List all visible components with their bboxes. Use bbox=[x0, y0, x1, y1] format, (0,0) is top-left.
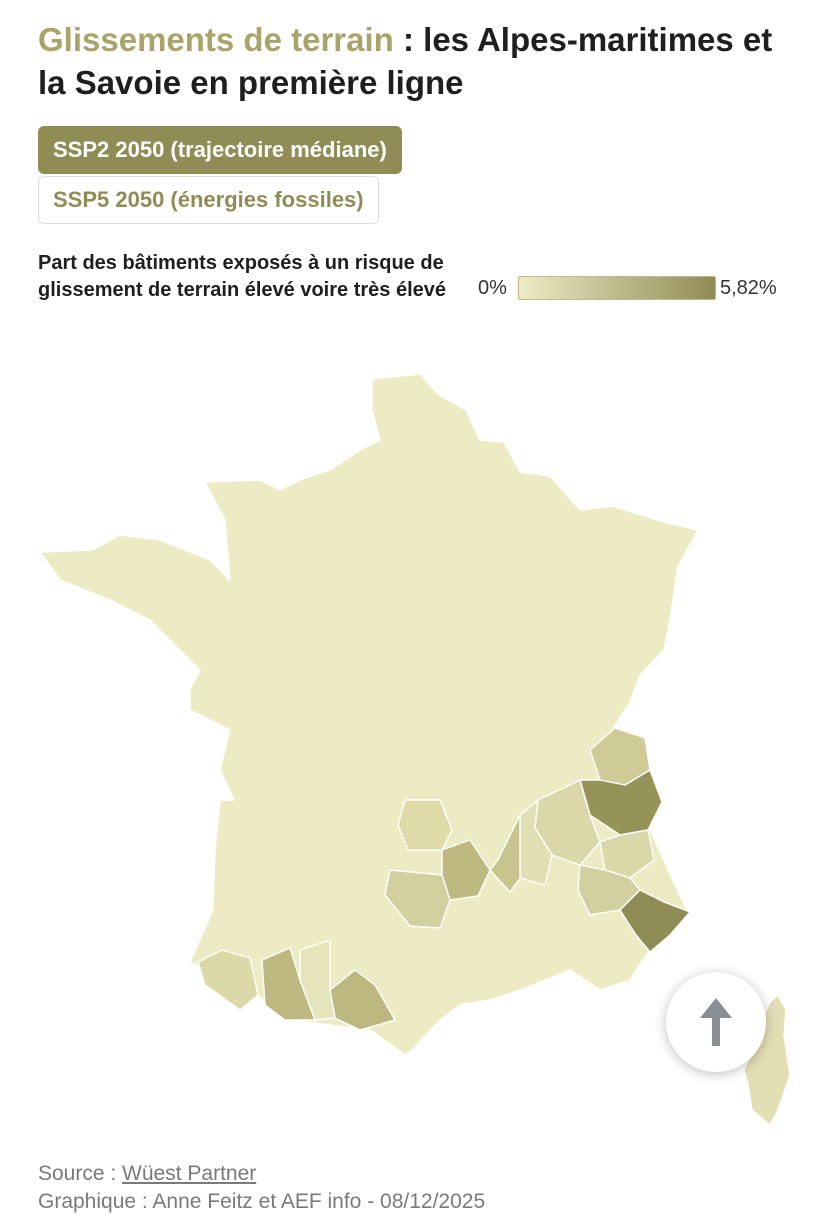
region-mainland[interactable] bbox=[39, 373, 699, 1056]
scenario-ssp2-label: SSP2 2050 (trajectoire médiane) bbox=[53, 137, 387, 162]
scenario-ssp5-label: SSP5 2050 (énergies fossiles) bbox=[53, 187, 364, 212]
region-aveyron[interactable] bbox=[384, 869, 451, 929]
region-cantal[interactable] bbox=[397, 799, 453, 851]
source-link[interactable]: Wüest Partner bbox=[122, 1162, 257, 1185]
region-alpes-maritimes[interactable] bbox=[619, 889, 691, 953]
region-ardeche[interactable] bbox=[489, 814, 521, 893]
legend-title: Part des bâtiments exposés à un risque d… bbox=[38, 252, 446, 301]
scenario-ssp5-button[interactable]: SSP5 2050 (énergies fossiles) bbox=[38, 176, 379, 224]
legend-min-label: 0% bbox=[478, 277, 507, 299]
arrow-up-icon bbox=[700, 998, 732, 1046]
credits-line: Graphique : Anne Feitz et AEF info - 08/… bbox=[38, 1190, 486, 1213]
legend-max-label: 5,82% bbox=[720, 277, 777, 299]
region-pyrenees-atlantiques[interactable] bbox=[197, 949, 259, 1011]
region-savoie[interactable] bbox=[579, 769, 663, 836]
page-title: Glissements de terrain : les Alpes-marit… bbox=[38, 18, 808, 104]
legend-color-scale bbox=[518, 276, 716, 300]
title-rest: : les Alpes-maritimes et la Savoie en pr… bbox=[38, 21, 773, 101]
scroll-to-top-button[interactable] bbox=[666, 972, 766, 1072]
source-line: Source : Wüest Partner bbox=[38, 1162, 256, 1186]
france-choropleth-map bbox=[39, 373, 791, 1126]
scenario-ssp2-button[interactable]: SSP2 2050 (trajectoire médiane) bbox=[38, 126, 402, 174]
region-haute-garonne[interactable] bbox=[299, 939, 336, 1021]
title-accent: Glissements de terrain bbox=[38, 21, 394, 58]
source-prefix: Source : bbox=[38, 1162, 123, 1185]
